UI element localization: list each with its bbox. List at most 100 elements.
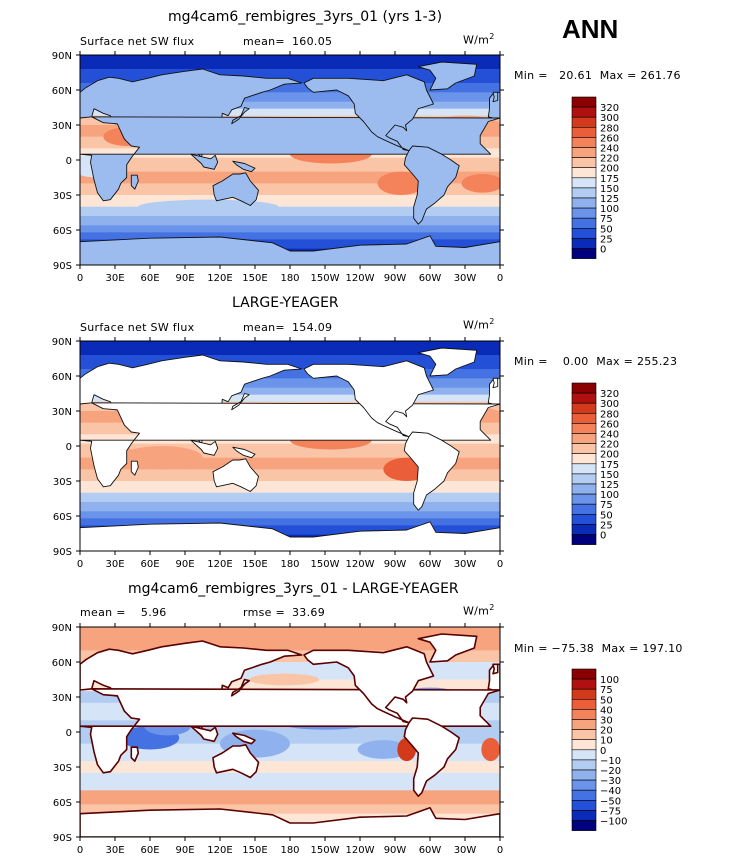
y-tick-label: 90S [53, 261, 72, 272]
colorbar-swatch [572, 97, 596, 107]
colorbar-swatch [572, 444, 596, 454]
y-tick-label: 60N [52, 372, 72, 383]
y-tick-label: 30N [52, 121, 72, 132]
land-outline [493, 664, 498, 673]
colorbar-swatch [572, 403, 596, 413]
x-tick-label: 150E [242, 273, 267, 284]
chart-canvas: 0 30E 60E 90E 120E 150E 180 150W 120W 90W 60W 30W 09… [0, 0, 732, 865]
colorbar-swatch [572, 434, 596, 444]
x-tick-label: 90E [175, 845, 194, 856]
colorbar-swatch [572, 689, 596, 699]
colorbar-swatch [572, 464, 596, 474]
colorbar-swatch [572, 750, 596, 760]
field-band [80, 511, 500, 519]
y-tick-label: 60S [53, 226, 72, 237]
colorbar-swatch [572, 423, 596, 433]
colorbar-swatch [572, 127, 596, 137]
x-tick-label: 150E [242, 559, 267, 570]
colorbar-swatch [572, 117, 596, 127]
colorbar-1: 3203002802602402202001751501251007550250 [572, 97, 619, 259]
y-tick-label: 60N [52, 86, 72, 97]
colorbar-swatch [572, 679, 596, 689]
y-tick-label: 30N [52, 693, 72, 704]
colorbar-swatch [572, 484, 596, 494]
colorbar-label: −100 [600, 817, 627, 828]
colorbar-swatch [572, 494, 596, 504]
x-tick-label: 0 [497, 273, 503, 284]
y-tick-label: 30N [52, 407, 72, 418]
field-band [80, 216, 500, 226]
x-tick-label: 180 [280, 845, 299, 856]
colorbar-swatch [572, 800, 596, 810]
map-panel-3: 0 30E 60E 90E 120E 150E 180 150W 120W 90W 60W 30W 09… [52, 623, 504, 856]
x-tick-label: 60E [140, 273, 159, 284]
colorbar-swatch [572, 218, 596, 228]
map-panel-2: 0 30E 60E 90E 120E 150E 180 150W 120W 90W 60W 30W 09… [52, 337, 504, 570]
x-tick-label: 60W [419, 559, 442, 570]
colorbar-swatch [572, 474, 596, 484]
x-tick-label: 30E [105, 273, 124, 284]
field-anomaly [138, 200, 278, 214]
x-tick-label: 60W [419, 273, 442, 284]
colorbar-swatch [572, 188, 596, 198]
y-tick-label: 90S [53, 547, 72, 558]
x-tick-label: 150W [311, 273, 340, 284]
colorbar-swatch [572, 137, 596, 147]
colorbar-3: 1007550403020100−10−20−30−40−50−75−100 [572, 669, 627, 831]
x-tick-label: 60E [140, 845, 159, 856]
colorbar-swatch [572, 709, 596, 719]
field-band [80, 773, 500, 791]
colorbar-swatch [572, 699, 596, 709]
colorbar-swatch [572, 524, 596, 534]
colorbar-swatch [572, 810, 596, 820]
colorbar-swatch [572, 669, 596, 679]
colorbar-swatch [572, 740, 596, 750]
field-band [80, 790, 500, 805]
field-anomaly [481, 738, 500, 761]
colorbar-swatch [572, 198, 596, 208]
colorbar-swatch [572, 730, 596, 740]
colorbar-swatch [572, 770, 596, 780]
x-tick-label: 30E [105, 559, 124, 570]
y-tick-label: 90N [52, 51, 72, 62]
y-tick-label: 60S [53, 512, 72, 523]
colorbar-swatch [572, 178, 596, 188]
colorbar-swatch [572, 228, 596, 238]
colorbar-swatch [572, 107, 596, 117]
x-tick-label: 150W [311, 845, 340, 856]
field-band [80, 493, 500, 503]
colorbar-2: 3203002802602402202001751501251007550250 [572, 383, 619, 545]
colorbar-swatch [572, 790, 596, 800]
x-tick-label: 0 [497, 559, 503, 570]
colorbar-swatch [572, 514, 596, 524]
colorbar-swatch [572, 504, 596, 514]
x-tick-label: 60E [140, 559, 159, 570]
x-tick-label: 60W [419, 845, 442, 856]
field-band [80, 502, 500, 512]
field-layer [80, 341, 500, 552]
y-tick-label: 90N [52, 623, 72, 634]
x-tick-label: 180 [280, 273, 299, 284]
x-tick-label: 30E [105, 845, 124, 856]
field-layer [80, 627, 500, 838]
colorbar-swatch [572, 780, 596, 790]
colorbar-swatch [572, 249, 596, 259]
y-tick-label: 60S [53, 798, 72, 809]
x-tick-label: 30W [454, 273, 477, 284]
x-tick-label: 0 [77, 845, 83, 856]
x-tick-label: 90E [175, 273, 194, 284]
colorbar-swatch [572, 393, 596, 403]
colorbar-swatch [572, 454, 596, 464]
x-tick-label: 120E [207, 559, 232, 570]
y-tick-label: 30S [53, 763, 72, 774]
x-tick-label: 30W [454, 559, 477, 570]
field-band [80, 225, 500, 233]
y-tick-label: 0 [66, 728, 72, 739]
x-tick-label: 150W [311, 559, 340, 570]
x-tick-label: 180 [280, 559, 299, 570]
y-tick-label: 90S [53, 833, 72, 844]
field-anomaly [249, 674, 319, 686]
y-tick-label: 90N [52, 337, 72, 348]
colorbar-swatch [572, 760, 596, 770]
field-anomaly [462, 174, 504, 193]
